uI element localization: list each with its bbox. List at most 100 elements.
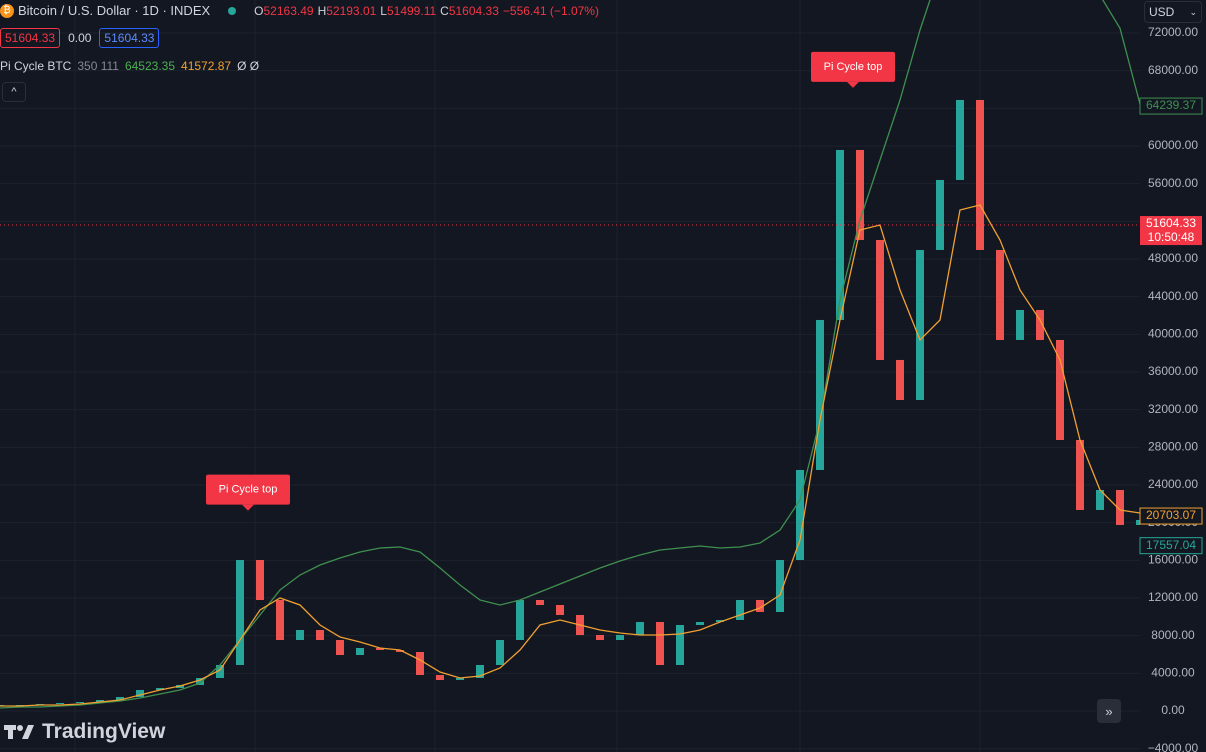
candle: [496, 639, 504, 665]
collapse-button[interactable]: ^: [2, 82, 26, 102]
y-tick-label: 0.00: [1161, 703, 1185, 717]
annotation-text: Pi Cycle top: [824, 61, 883, 73]
candle: [916, 249, 924, 400]
candle: [656, 621, 664, 665]
ohlc-label: L: [380, 3, 387, 18]
candle: [396, 649, 404, 652]
price-marker-label: 20703.07: [1146, 508, 1196, 522]
candle: [196, 677, 204, 686]
candle: [1056, 339, 1064, 440]
scroll-button[interactable]: »: [1097, 699, 1121, 723]
ma-line: [0, 204, 1140, 707]
candle: [556, 604, 564, 615]
y-tick-label: 40000.00: [1148, 327, 1198, 341]
candle: [1136, 519, 1140, 525]
y-tick-label: 28000.00: [1148, 440, 1198, 454]
indicator-value: 64523.35: [124, 59, 176, 73]
ohlc-value: 51604.33: [448, 3, 499, 18]
ohlc-value: 52163.49: [263, 3, 314, 18]
price-marker: [1139, 537, 1203, 555]
y-tick-label: 60000.00: [1148, 138, 1198, 152]
annotation-box: [206, 474, 290, 505]
chevron: ⌄: [1189, 6, 1197, 17]
candle: [776, 559, 784, 612]
candle: [136, 690, 144, 697]
ma-line: [0, 0, 1140, 709]
y-tick-label: 24000.00: [1148, 477, 1198, 491]
candle: [996, 249, 1004, 340]
y-tick-label: 48000.00: [1148, 251, 1198, 265]
btc-icon: ₿: [0, 3, 14, 18]
y-tick-label: 32000.00: [1148, 402, 1198, 416]
candle: [356, 647, 364, 655]
y-tick-label: 72000.00: [1148, 25, 1198, 39]
candle: [56, 702, 64, 705]
currency: USD: [1149, 5, 1175, 19]
candle: [416, 651, 424, 675]
indicator-name: Pi Cycle BTC: [0, 59, 72, 73]
candle: [696, 621, 704, 625]
price-axis: −4000.00 0.00 4000.00 8000.00 12000.00 16000.…: [1139, 25, 1203, 752]
candle: [1116, 489, 1124, 525]
ask-box[interactable]: 51604.33: [99, 28, 160, 48]
candle: [76, 701, 84, 703]
candle: [736, 599, 744, 620]
candle: [316, 629, 324, 640]
price-marker-label: 64239.37: [1146, 98, 1196, 112]
horizontal-grid: [0, 32, 1140, 750]
indicator-extra: Ø Ø: [237, 59, 260, 73]
candle: [296, 629, 304, 640]
indicator-legend: Pi Cycle BTC 350 111 64523.35 41572.87 Ø…: [0, 59, 259, 73]
candle: [116, 696, 124, 701]
candle: [636, 621, 644, 635]
y-tick-label: 16000.00: [1148, 553, 1198, 567]
y-tick-label: 36000.00: [1148, 364, 1198, 378]
candle: [796, 469, 804, 560]
candle: [616, 634, 624, 640]
annotation-pointer: [242, 504, 254, 511]
y-tick-label: 68000.00: [1148, 63, 1198, 77]
indicator-params: 350 111: [77, 59, 119, 73]
change: −556.41 (−1.07%): [502, 3, 599, 18]
symbol: Bitcoin / U.S. Dollar · 1D · INDEX: [18, 3, 211, 18]
price-marker-label: 51604.33: [1146, 216, 1196, 230]
candle: [1076, 439, 1084, 510]
candle: [256, 559, 264, 600]
bid-box[interactable]: 51604.33: [0, 28, 61, 48]
candle: [156, 687, 164, 691]
candle: [376, 647, 384, 650]
spread: 0.00: [68, 31, 92, 45]
candle: [476, 664, 484, 678]
candle: [956, 99, 964, 180]
countdown: 10:50:48: [1148, 230, 1195, 244]
candle: [816, 319, 824, 470]
ohlc-value: 52193.01: [326, 3, 377, 18]
y-tick-label: −4000.00: [1148, 741, 1199, 752]
candle: [676, 624, 684, 665]
candle: [516, 599, 524, 640]
price-marker: [1139, 507, 1203, 525]
vertical-grid: [74, 0, 981, 752]
price-marker-label: 17557.04: [1146, 538, 1196, 552]
y-tick-label: 44000.00: [1148, 289, 1198, 303]
candle: [336, 639, 344, 655]
currency-select[interactable]: USD ⌄: [1144, 1, 1202, 23]
symbol-header: ₿ Bitcoin / U.S. Dollar · 1D · INDEX O52…: [0, 3, 599, 18]
annotation-box: [811, 51, 895, 82]
y-tick-label: 4000.00: [1151, 666, 1195, 680]
logo-text: TradingView: [42, 720, 166, 743]
annotation-text: Pi Cycle top: [219, 484, 278, 496]
ohlc-label: C: [440, 3, 449, 18]
logo[interactable]: TradingView: [4, 720, 165, 744]
candle: [1036, 309, 1044, 340]
candle: [1016, 309, 1024, 340]
price-marker: [1140, 216, 1202, 246]
y-tick-label: 56000.00: [1148, 176, 1198, 190]
ohlc-value: 51499.11: [386, 3, 437, 18]
candle: [96, 700, 104, 702]
y-tick-label: 8000.00: [1151, 628, 1195, 642]
status-dot: [228, 6, 237, 15]
price-boxes: 51604.33 0.00 51604.33: [0, 28, 160, 48]
candle: [536, 599, 544, 605]
